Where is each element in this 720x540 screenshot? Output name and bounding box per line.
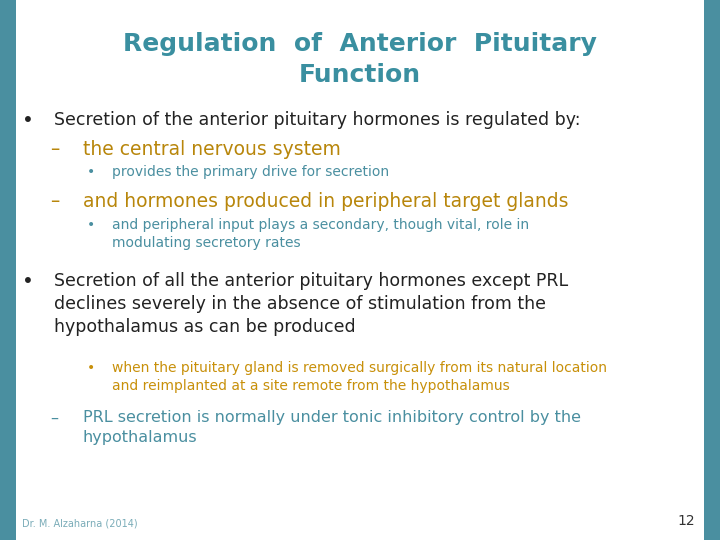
Text: and hormones produced in peripheral target glands: and hormones produced in peripheral targ… — [83, 192, 568, 211]
Text: •: • — [22, 272, 33, 291]
Text: the central nervous system: the central nervous system — [83, 140, 341, 159]
Text: –: – — [50, 192, 60, 211]
Text: provides the primary drive for secretion: provides the primary drive for secretion — [112, 165, 389, 179]
Text: PRL secretion is normally under tonic inhibitory control by the
hypothalamus: PRL secretion is normally under tonic in… — [83, 410, 581, 444]
Text: Secretion of all the anterior pituitary hormones except PRL
declines severely in: Secretion of all the anterior pituitary … — [54, 272, 568, 336]
Text: when the pituitary gland is removed surgically from its natural location
and rei: when the pituitary gland is removed surg… — [112, 361, 606, 393]
Text: 12: 12 — [678, 514, 695, 528]
Text: Regulation  of  Anterior  Pituitary: Regulation of Anterior Pituitary — [123, 32, 597, 56]
Text: –: – — [50, 410, 58, 426]
Bar — [0, 0, 16, 540]
Text: •: • — [86, 361, 94, 375]
Text: –: – — [50, 140, 60, 159]
Text: Function: Function — [299, 63, 421, 86]
Text: Dr. M. Alzaharna (2014): Dr. M. Alzaharna (2014) — [22, 518, 138, 528]
Text: •: • — [86, 165, 94, 179]
Bar — [704, 0, 720, 540]
Text: Secretion of the anterior pituitary hormones is regulated by:: Secretion of the anterior pituitary horm… — [54, 111, 580, 129]
Text: •: • — [22, 111, 33, 130]
Text: •: • — [86, 218, 94, 232]
Text: and peripheral input plays a secondary, though vital, role in
modulating secreto: and peripheral input plays a secondary, … — [112, 218, 528, 250]
